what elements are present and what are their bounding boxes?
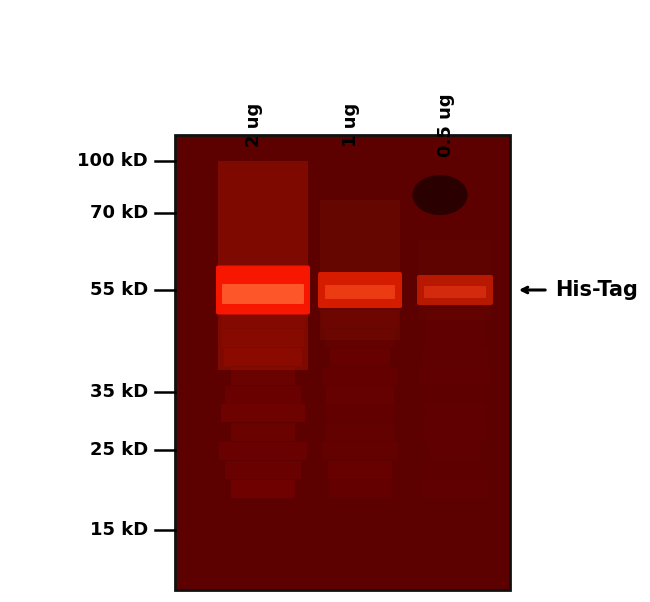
FancyBboxPatch shape	[175, 135, 510, 590]
Ellipse shape	[413, 175, 467, 215]
FancyBboxPatch shape	[326, 405, 394, 423]
Text: 1 ug: 1 ug	[342, 103, 360, 147]
FancyBboxPatch shape	[222, 284, 304, 304]
FancyBboxPatch shape	[219, 442, 307, 460]
FancyBboxPatch shape	[231, 423, 295, 441]
FancyBboxPatch shape	[326, 423, 394, 441]
Text: His-Tag: His-Tag	[555, 280, 638, 300]
FancyBboxPatch shape	[323, 367, 397, 385]
FancyBboxPatch shape	[216, 265, 310, 314]
FancyBboxPatch shape	[318, 272, 402, 308]
Text: 70 kD: 70 kD	[90, 204, 148, 222]
FancyBboxPatch shape	[417, 275, 493, 305]
FancyBboxPatch shape	[231, 480, 295, 498]
Text: 15 kD: 15 kD	[90, 521, 148, 539]
FancyBboxPatch shape	[419, 240, 491, 320]
FancyBboxPatch shape	[221, 310, 305, 328]
FancyBboxPatch shape	[328, 461, 392, 479]
FancyBboxPatch shape	[325, 285, 395, 299]
FancyBboxPatch shape	[226, 461, 300, 479]
FancyBboxPatch shape	[231, 367, 296, 385]
FancyBboxPatch shape	[424, 286, 486, 298]
Text: 0.5 ug: 0.5 ug	[437, 93, 455, 157]
FancyBboxPatch shape	[326, 329, 395, 347]
FancyBboxPatch shape	[329, 480, 391, 498]
FancyBboxPatch shape	[224, 348, 302, 366]
Text: 55 kD: 55 kD	[90, 281, 148, 299]
FancyBboxPatch shape	[320, 310, 399, 328]
FancyBboxPatch shape	[326, 385, 394, 403]
FancyBboxPatch shape	[322, 442, 398, 460]
Text: 25 kD: 25 kD	[90, 441, 148, 459]
FancyBboxPatch shape	[218, 161, 308, 370]
Text: 100 kD: 100 kD	[77, 152, 148, 170]
FancyBboxPatch shape	[225, 385, 301, 403]
FancyBboxPatch shape	[320, 200, 400, 340]
Text: 35 kD: 35 kD	[90, 383, 148, 401]
FancyBboxPatch shape	[222, 329, 304, 347]
Text: 2 ug: 2 ug	[245, 103, 263, 147]
FancyBboxPatch shape	[330, 348, 389, 366]
FancyBboxPatch shape	[220, 405, 306, 423]
